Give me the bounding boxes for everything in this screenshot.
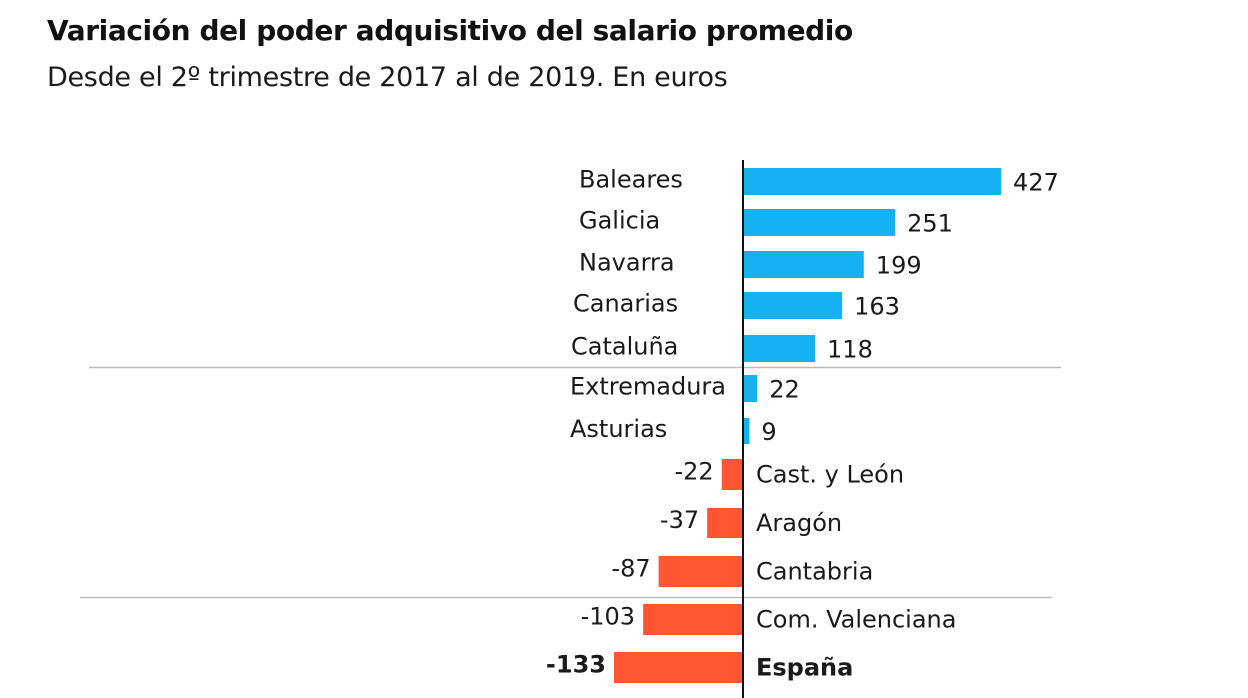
bar-cantabria bbox=[658, 556, 743, 587]
value-label-cantabria: -87 bbox=[611, 555, 650, 583]
bar-com-valenciana bbox=[643, 604, 743, 635]
category-label-espana: España bbox=[756, 654, 853, 682]
separators bbox=[80, 366, 1061, 599]
bars bbox=[613, 168, 1002, 683]
category-label-galicia: Galicia bbox=[579, 207, 660, 235]
category-label-cantabria: Cantabria bbox=[756, 558, 873, 586]
bar-canarias bbox=[744, 292, 843, 319]
value-label-com-valenciana: -103 bbox=[581, 603, 635, 631]
value-label-navarra: 199 bbox=[876, 252, 922, 280]
value-label-cast-y-leon: -22 bbox=[674, 458, 713, 486]
bar-baleares bbox=[744, 168, 1002, 195]
value-label-aragon: -37 bbox=[660, 506, 699, 534]
bar-navarra bbox=[744, 251, 864, 278]
category-label-extremadura: Extremadura bbox=[570, 373, 726, 401]
category-label-com-valenciana: Com. Valenciana bbox=[756, 606, 956, 634]
category-label-navarra: Navarra bbox=[579, 249, 675, 277]
category-label-aragon: Aragón bbox=[756, 509, 842, 537]
category-label-canarias: Canarias bbox=[573, 290, 678, 318]
category-label-cataluna: Cataluña bbox=[571, 333, 678, 361]
category-label-asturias: Asturias bbox=[570, 415, 667, 443]
category-label-baleares: Baleares bbox=[579, 166, 683, 194]
bar-espana bbox=[613, 652, 743, 683]
labels: Baleares 427 Galicia 251 Navarra 199 Canarias 1… bbox=[546, 166, 1059, 682]
bar-aragon bbox=[707, 508, 743, 538]
bar-cataluna bbox=[744, 335, 816, 362]
bar-asturias bbox=[744, 418, 750, 444]
value-label-canarias: 163 bbox=[854, 293, 900, 321]
category-label-cast-y-leon: Cast. y León bbox=[756, 461, 904, 489]
chart-subtitle: Desde el 2º trimestre de 2017 al de 2019… bbox=[47, 62, 728, 93]
value-label-extremadura: 22 bbox=[769, 376, 800, 404]
value-label-cataluna: 118 bbox=[827, 336, 873, 364]
chart-title: Variación del poder adquisitivo del sala… bbox=[47, 14, 853, 47]
value-label-galicia: 251 bbox=[907, 210, 953, 238]
value-label-asturias: 9 bbox=[761, 418, 776, 446]
bar-cast-y-leon bbox=[721, 459, 743, 490]
value-label-baleares: 427 bbox=[1013, 169, 1059, 197]
value-label-espana: -133 bbox=[546, 651, 606, 679]
bar-extremadura bbox=[744, 375, 758, 402]
bar-galicia bbox=[744, 209, 896, 236]
